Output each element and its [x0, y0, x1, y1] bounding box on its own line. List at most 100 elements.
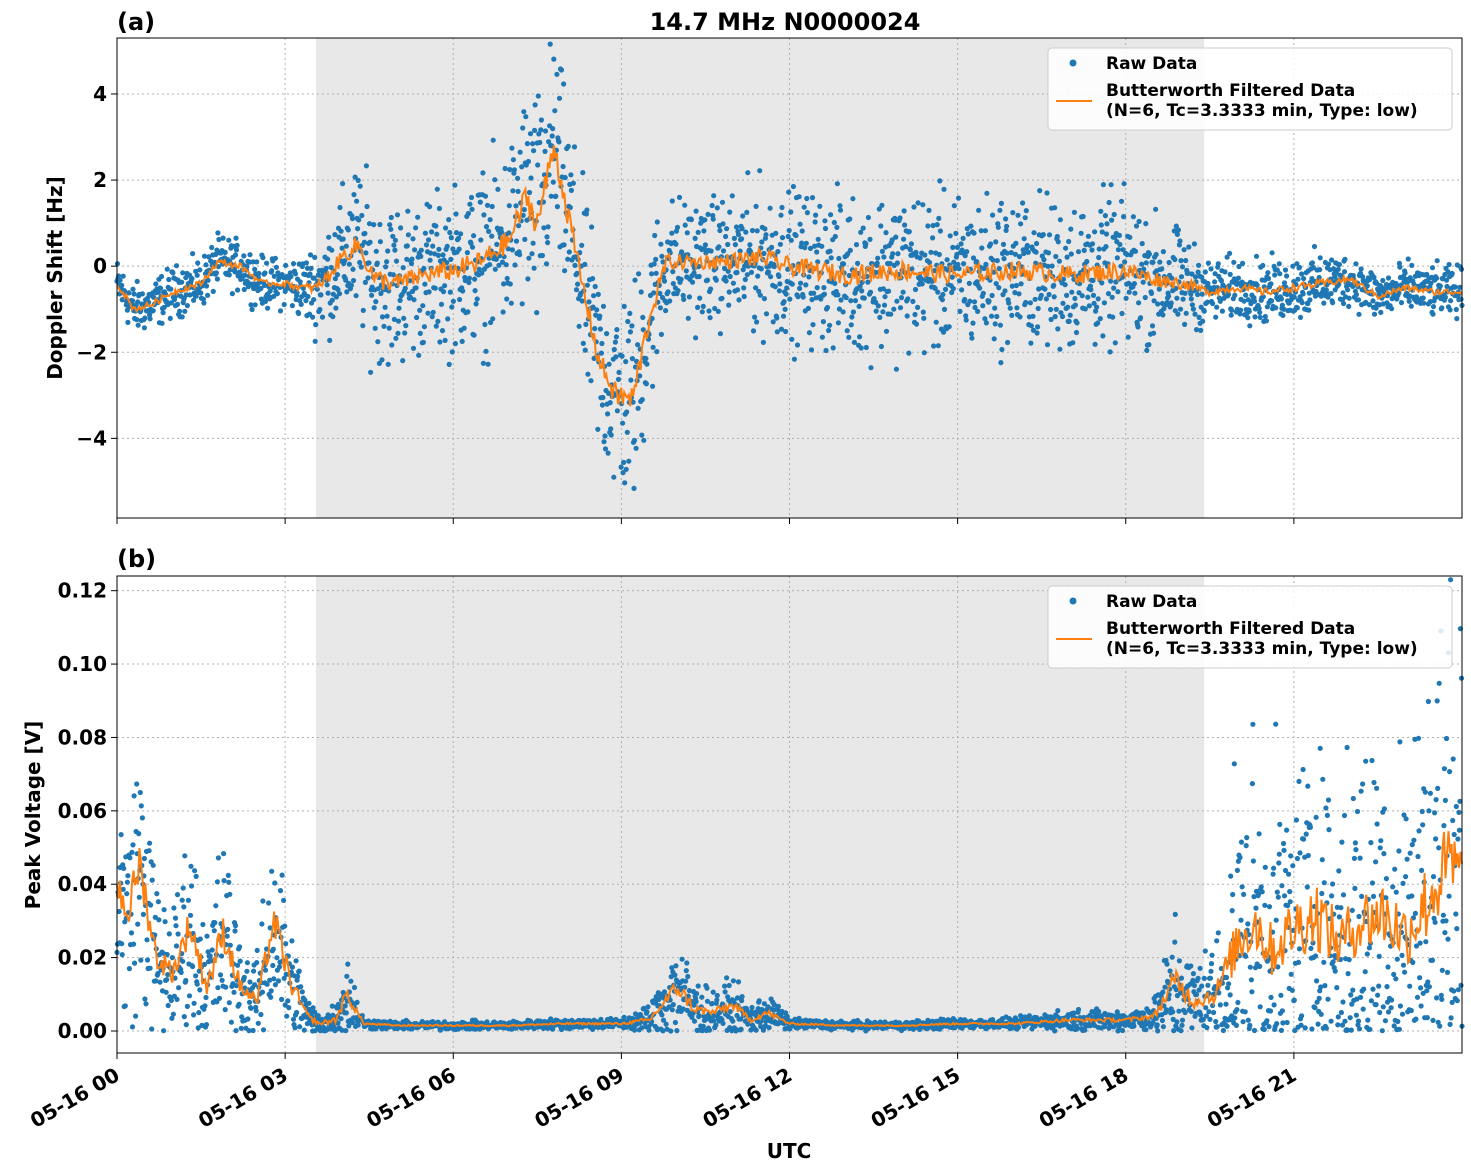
raw-data-point	[404, 243, 410, 249]
raw-data-point	[1062, 282, 1068, 288]
raw-data-point	[1302, 1025, 1308, 1031]
raw-data-point	[1081, 247, 1087, 253]
raw-data-point	[1024, 242, 1030, 249]
raw-data-point	[1437, 283, 1443, 289]
raw-data-point	[1003, 227, 1009, 233]
raw-data-point	[1316, 995, 1322, 1002]
raw-data-point	[777, 281, 783, 287]
raw-data-point	[125, 873, 131, 879]
raw-data-point	[1188, 296, 1194, 302]
raw-data-point	[195, 260, 201, 266]
raw-data-point	[857, 334, 863, 340]
raw-data-point	[770, 319, 776, 325]
raw-data-point	[1323, 287, 1329, 293]
raw-data-point	[216, 236, 222, 243]
raw-data-point	[579, 242, 585, 248]
raw-data-point	[469, 244, 476, 250]
raw-data-point	[336, 291, 343, 297]
raw-data-point	[168, 300, 174, 306]
raw-data-point	[512, 262, 518, 268]
raw-data-point	[271, 293, 277, 299]
raw-data-point	[1012, 251, 1019, 257]
raw-data-point	[600, 394, 606, 401]
raw-data-point	[139, 815, 145, 821]
raw-data-point	[272, 255, 278, 261]
raw-data-point	[296, 968, 302, 974]
raw-data-point	[1336, 261, 1342, 268]
raw-data-point	[496, 262, 502, 268]
raw-data-point	[723, 233, 729, 240]
raw-data-point	[1066, 318, 1072, 324]
raw-data-point	[1108, 182, 1114, 188]
raw-data-point	[1096, 254, 1102, 261]
raw-data-point	[572, 262, 578, 268]
raw-data-point	[147, 965, 153, 971]
raw-data-point	[1160, 312, 1166, 318]
raw-data-point	[1057, 346, 1063, 352]
raw-data-point	[303, 260, 309, 266]
raw-data-point	[1142, 294, 1148, 301]
raw-data-point	[252, 302, 258, 308]
raw-data-point	[1227, 992, 1233, 998]
raw-data-point	[1421, 300, 1427, 306]
raw-data-point	[1170, 1016, 1176, 1023]
raw-data-point	[242, 272, 248, 278]
raw-data-point	[1178, 274, 1185, 280]
raw-data-point	[182, 308, 188, 314]
raw-data-point	[363, 250, 369, 256]
raw-data-point	[147, 312, 153, 318]
raw-data-point	[1012, 290, 1018, 296]
raw-data-point	[761, 296, 768, 302]
raw-data-point	[1131, 1023, 1137, 1029]
legend-label-raw: Raw Data	[1106, 54, 1197, 74]
raw-data-point	[962, 296, 968, 303]
raw-data-point	[1196, 262, 1202, 268]
raw-data-point	[1071, 1010, 1077, 1016]
raw-data-point	[1224, 254, 1230, 260]
raw-data-point	[260, 255, 266, 261]
raw-data-point	[272, 982, 278, 988]
raw-data-point	[1364, 283, 1370, 289]
raw-data-point	[1268, 994, 1274, 1001]
raw-data-point	[459, 338, 465, 344]
raw-data-point	[1160, 249, 1166, 255]
raw-data-point	[1164, 300, 1170, 306]
raw-data-point	[1289, 987, 1295, 993]
raw-data-point	[149, 1026, 155, 1032]
raw-data-point	[791, 356, 798, 362]
y-tick-label: 2	[93, 168, 107, 192]
raw-data-point	[980, 290, 986, 296]
raw-data-point	[382, 304, 388, 310]
raw-data-point	[180, 885, 186, 891]
raw-data-point	[226, 272, 232, 278]
raw-data-point	[692, 235, 698, 241]
raw-data-point	[408, 260, 415, 267]
raw-data-point	[169, 955, 175, 961]
raw-data-point	[1280, 840, 1287, 847]
raw-data-point	[1090, 277, 1096, 284]
raw-data-point	[834, 224, 840, 230]
raw-data-point	[673, 963, 679, 969]
raw-data-point	[548, 193, 554, 199]
raw-data-point	[714, 997, 720, 1003]
raw-data-point	[414, 314, 420, 321]
raw-data-point	[312, 254, 318, 260]
raw-data-point	[848, 298, 854, 304]
raw-data-point	[468, 194, 475, 201]
raw-data-point	[181, 904, 187, 910]
raw-data-point	[701, 228, 707, 234]
raw-data-point	[729, 193, 735, 199]
raw-data-point	[499, 259, 506, 265]
raw-data-point	[1121, 214, 1127, 220]
raw-data-point	[1275, 894, 1281, 900]
raw-data-point	[269, 268, 275, 274]
raw-data-point	[809, 297, 815, 303]
raw-data-point	[534, 310, 540, 316]
raw-data-point	[1100, 333, 1106, 339]
raw-data-point	[694, 991, 700, 997]
raw-data-point	[879, 202, 885, 208]
raw-data-point	[1123, 295, 1129, 301]
raw-data-point	[271, 273, 277, 279]
raw-data-point	[551, 56, 557, 62]
